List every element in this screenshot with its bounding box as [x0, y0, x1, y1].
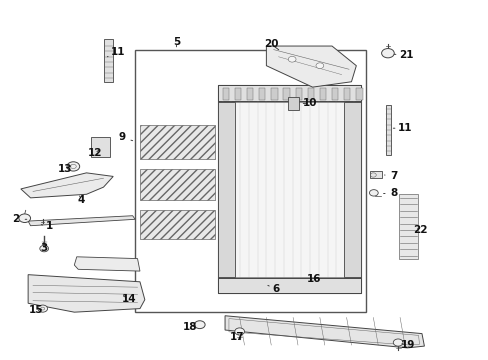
Text: 8: 8	[383, 188, 397, 198]
Text: 16: 16	[306, 274, 321, 284]
Bar	[344, 88, 350, 100]
Circle shape	[287, 57, 295, 62]
Text: 18: 18	[183, 322, 197, 332]
Bar	[246, 88, 253, 100]
Circle shape	[381, 49, 393, 58]
Polygon shape	[28, 275, 144, 312]
Circle shape	[67, 162, 80, 171]
Bar	[331, 88, 338, 100]
Circle shape	[369, 190, 377, 196]
Bar	[398, 194, 417, 258]
Bar	[140, 169, 215, 200]
Text: 17: 17	[229, 332, 244, 342]
Bar	[104, 39, 113, 82]
Bar	[385, 105, 390, 155]
Text: 13: 13	[57, 164, 72, 174]
Text: 9: 9	[118, 132, 132, 142]
Text: 7: 7	[384, 171, 397, 181]
Bar	[219, 102, 359, 277]
Text: 15: 15	[29, 305, 43, 315]
Bar	[217, 85, 361, 102]
Text: 2: 2	[12, 214, 27, 224]
Bar	[356, 88, 362, 100]
Bar	[259, 88, 265, 100]
Bar	[234, 88, 241, 100]
Bar	[217, 102, 234, 277]
Text: 21: 21	[393, 50, 412, 60]
Circle shape	[194, 321, 204, 329]
Text: 11: 11	[107, 47, 125, 57]
Text: 14: 14	[121, 294, 136, 303]
Bar	[344, 102, 361, 277]
Text: 19: 19	[400, 340, 414, 350]
Polygon shape	[21, 173, 113, 198]
Circle shape	[392, 339, 402, 346]
Bar	[135, 50, 366, 312]
Text: 3: 3	[40, 243, 47, 253]
Bar	[222, 88, 228, 100]
Bar	[307, 88, 313, 100]
Bar	[140, 210, 215, 239]
Polygon shape	[217, 85, 361, 293]
Bar	[140, 125, 215, 158]
Bar	[91, 137, 110, 157]
Text: 11: 11	[392, 123, 411, 133]
Circle shape	[40, 246, 48, 252]
Polygon shape	[224, 316, 424, 348]
Text: 20: 20	[264, 39, 278, 50]
Circle shape	[234, 328, 244, 335]
Circle shape	[19, 214, 30, 222]
Text: 10: 10	[302, 98, 316, 108]
Bar	[295, 88, 301, 100]
Polygon shape	[28, 216, 135, 226]
Bar	[319, 88, 325, 100]
Polygon shape	[369, 171, 381, 178]
Polygon shape	[266, 46, 356, 87]
Text: 5: 5	[172, 37, 180, 48]
Bar	[283, 88, 289, 100]
Circle shape	[315, 63, 323, 68]
Text: 12: 12	[87, 148, 102, 158]
Polygon shape	[74, 257, 140, 271]
Text: 22: 22	[412, 225, 427, 235]
Text: 6: 6	[267, 284, 279, 294]
Bar	[287, 97, 298, 111]
Bar	[271, 88, 277, 100]
Bar	[217, 278, 361, 293]
Text: 1: 1	[41, 221, 53, 231]
Text: 4: 4	[78, 195, 85, 204]
Circle shape	[38, 305, 47, 312]
